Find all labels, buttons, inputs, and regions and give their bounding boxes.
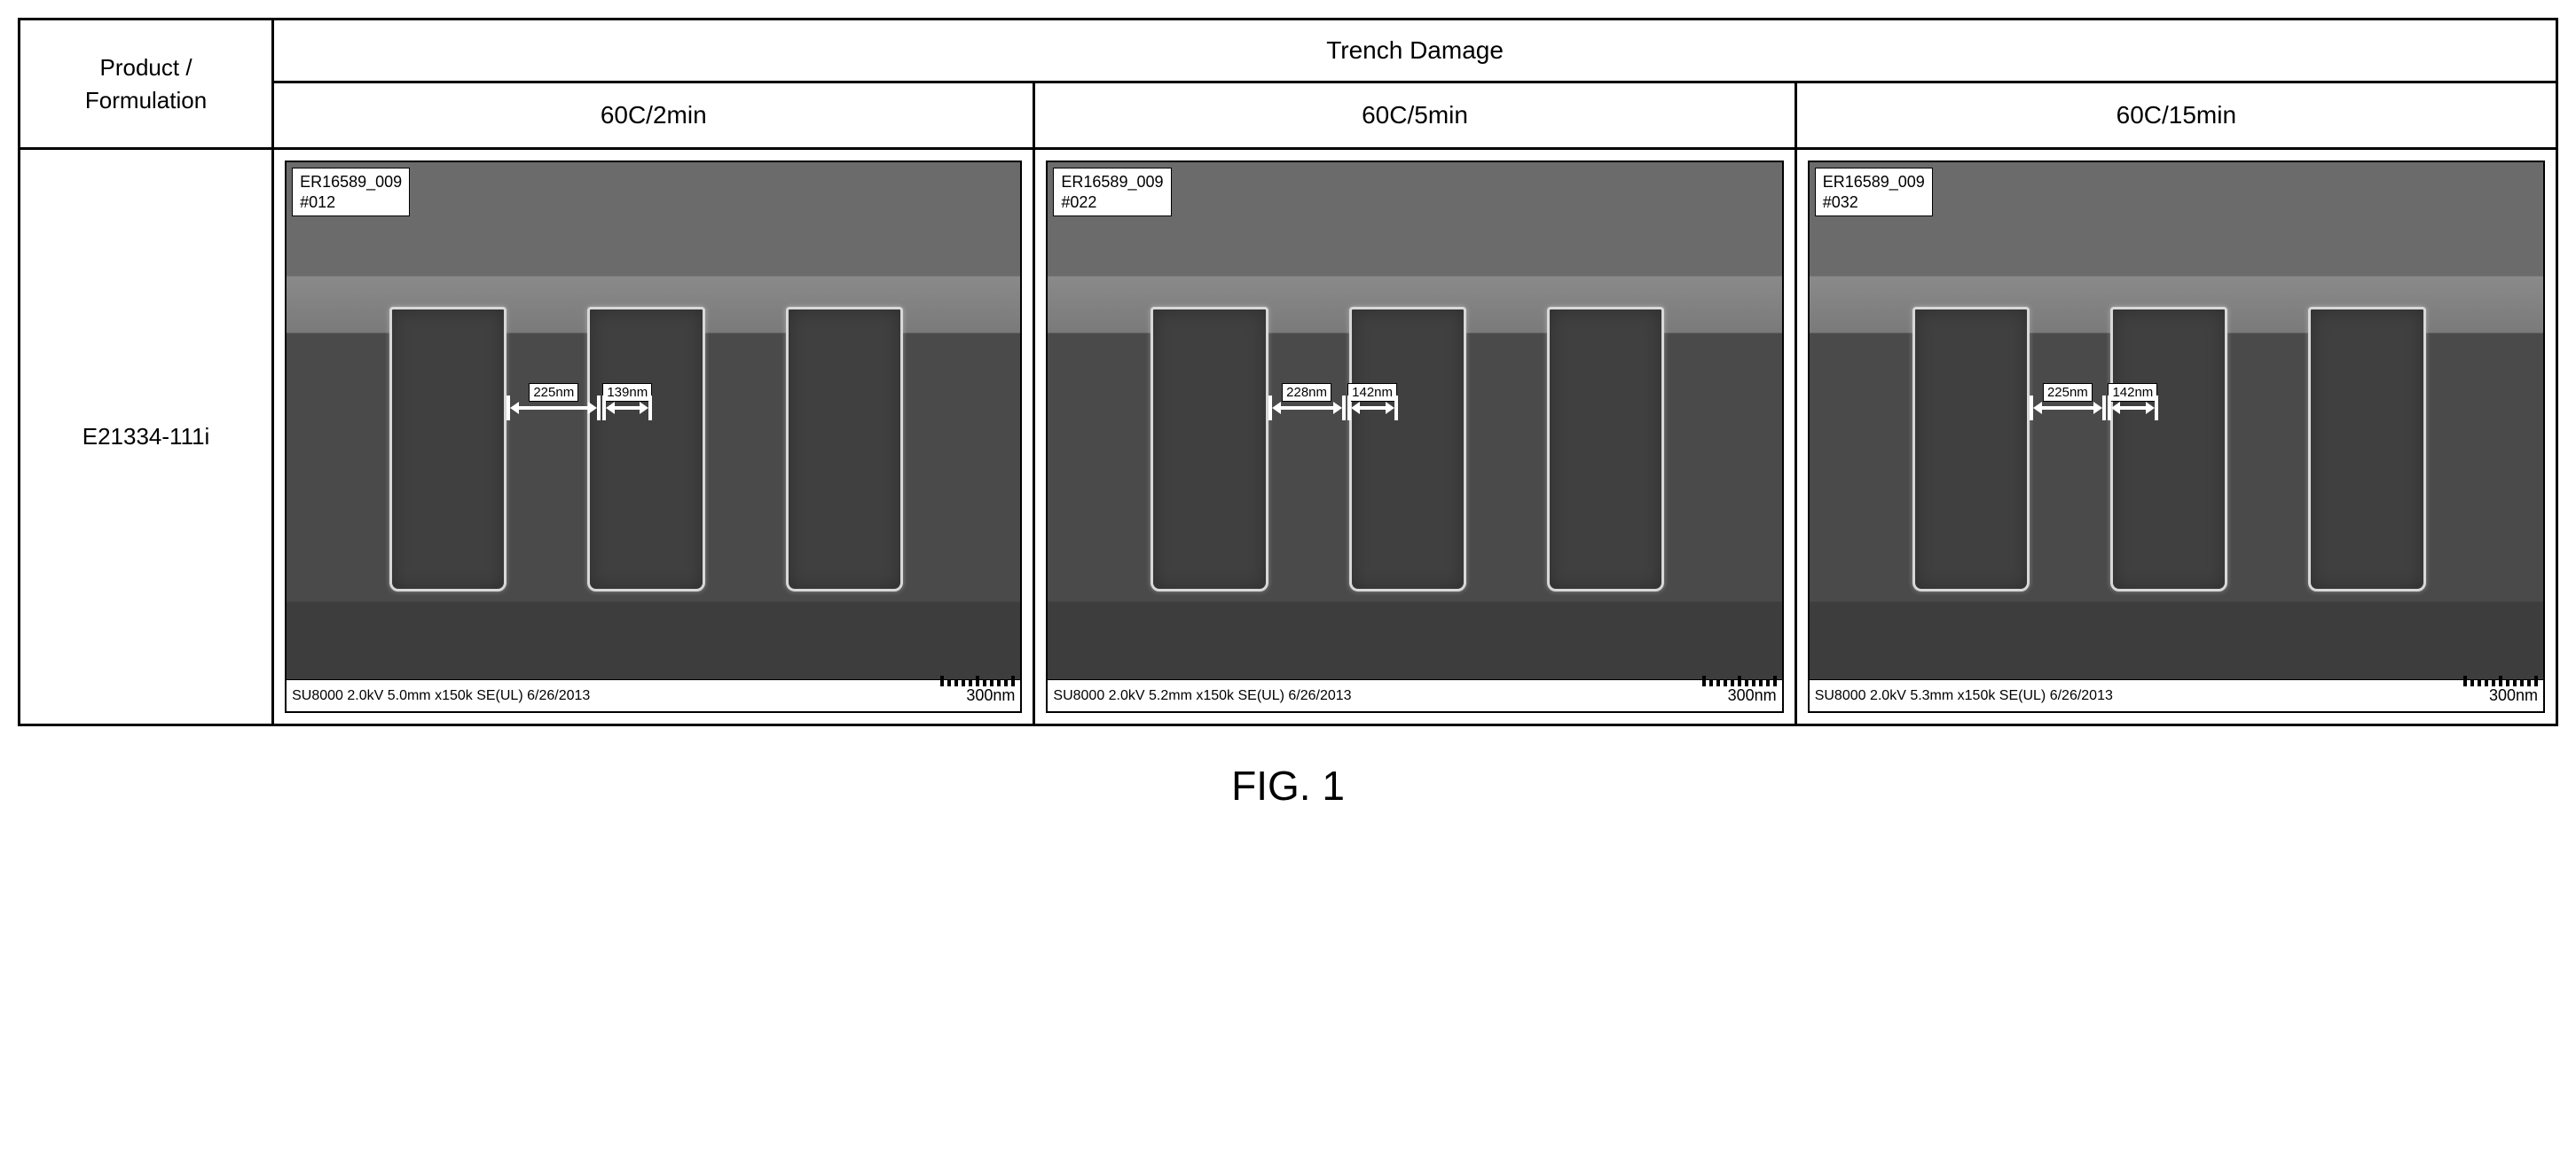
sample-id-text: ER16589_009#012 bbox=[300, 173, 402, 211]
sem-footer-0: SU8000 2.0kV 5.0mm x150k SE(UL) 6/26/201… bbox=[287, 679, 1020, 711]
header-condition-2-text: 60C/15min bbox=[2117, 101, 2236, 129]
sem-image-area-2: ER16589_009#032 225nm 142nm bbox=[1810, 162, 2543, 679]
figure-caption-text: FIG. 1 bbox=[1231, 763, 1345, 809]
header-condition-0-text: 60C/2min bbox=[601, 101, 707, 129]
sem-cell-1: ER16589_009#022 228nm 142nm bbox=[1034, 149, 1795, 725]
scale-text: 300nm bbox=[2489, 686, 2538, 703]
measurement-0-0: 225nm bbox=[507, 383, 601, 412]
sem-footer-text: SU8000 2.0kV 5.0mm x150k SE(UL) 6/26/201… bbox=[292, 688, 590, 704]
scale-ticks-icon bbox=[2463, 678, 2538, 686]
measurement-arrow-icon bbox=[1268, 403, 1346, 412]
measurement-label: 228nm bbox=[1282, 383, 1331, 402]
scale-bar-1: 300nm bbox=[1702, 678, 1777, 703]
measurement-2-1: 142nm bbox=[2108, 383, 2158, 412]
scale-text: 300nm bbox=[1728, 686, 1777, 703]
pillar bbox=[587, 307, 704, 591]
header-condition-1: 60C/5min bbox=[1034, 82, 1795, 149]
sample-id-tag: ER16589_009#022 bbox=[1053, 168, 1171, 216]
pillar bbox=[389, 307, 507, 591]
sample-id-text: ER16589_009#022 bbox=[1061, 173, 1163, 211]
measurement-arrow-icon bbox=[602, 403, 652, 412]
measurement-label: 142nm bbox=[1347, 383, 1397, 402]
measurement-0-1: 139nm bbox=[602, 383, 652, 412]
pillar bbox=[786, 307, 903, 591]
sem-image-2: ER16589_009#032 225nm 142nm bbox=[1808, 161, 2545, 713]
measurement-arrow-icon bbox=[1347, 403, 1398, 412]
pillar bbox=[1912, 307, 2030, 591]
header-condition-1-text: 60C/5min bbox=[1362, 101, 1468, 129]
measurement-label: 225nm bbox=[529, 383, 578, 402]
trench-damage-table: Product /Formulation Trench Damage 60C/2… bbox=[18, 18, 2558, 726]
sem-cell-0: ER16589_009#012 225nm 139nm bbox=[273, 149, 1034, 725]
header-trench-damage: Trench Damage bbox=[273, 20, 2557, 82]
pillar bbox=[1547, 307, 1664, 591]
row-label: E21334-111i bbox=[20, 149, 273, 725]
sem-footer-text: SU8000 2.0kV 5.2mm x150k SE(UL) 6/26/201… bbox=[1053, 688, 1351, 704]
scale-bar-0: 300nm bbox=[940, 678, 1015, 703]
sem-footer-text: SU8000 2.0kV 5.3mm x150k SE(UL) 6/26/201… bbox=[1815, 688, 2113, 704]
header-condition-0: 60C/2min bbox=[273, 82, 1034, 149]
measurement-arrow-icon bbox=[2108, 403, 2158, 412]
row-label-text: E21334-111i bbox=[82, 423, 210, 450]
measurement-label: 225nm bbox=[2043, 383, 2093, 402]
sem-image-1: ER16589_009#022 228nm 142nm bbox=[1046, 161, 1783, 713]
measurement-2-0: 225nm bbox=[2030, 383, 2106, 412]
measurement-1-1: 142nm bbox=[1347, 383, 1398, 412]
measurement-group-2: 225nm 142nm bbox=[2030, 380, 2158, 415]
measurement-1-0: 228nm bbox=[1268, 383, 1346, 412]
sem-image-area-0: ER16589_009#012 225nm 139nm bbox=[287, 162, 1020, 679]
header-trench-text: Trench Damage bbox=[1326, 36, 1504, 64]
measurement-arrow-icon bbox=[2030, 403, 2106, 412]
measurement-label: 139nm bbox=[602, 383, 652, 402]
measurement-group-1: 228nm 142nm bbox=[1268, 380, 1398, 415]
header-formulation: Product /Formulation bbox=[20, 20, 273, 149]
sample-id-text: ER16589_009#032 bbox=[1823, 173, 1925, 211]
pillar bbox=[2110, 307, 2227, 591]
scale-bar-2: 300nm bbox=[2463, 678, 2538, 703]
sample-id-tag: ER16589_009#032 bbox=[1815, 168, 1933, 216]
measurement-arrow-icon bbox=[507, 403, 601, 412]
header-formulation-text: Product /Formulation bbox=[85, 54, 207, 113]
header-condition-2: 60C/15min bbox=[1795, 82, 2556, 149]
sem-footer-1: SU8000 2.0kV 5.2mm x150k SE(UL) 6/26/201… bbox=[1048, 679, 1781, 711]
pillar bbox=[2308, 307, 2425, 591]
scale-text: 300nm bbox=[966, 686, 1015, 703]
sample-id-tag: ER16589_009#012 bbox=[292, 168, 410, 216]
sem-image-0: ER16589_009#012 225nm 139nm bbox=[285, 161, 1022, 713]
pillar bbox=[1151, 307, 1268, 591]
measurement-group-0: 225nm 139nm bbox=[507, 380, 652, 415]
scale-ticks-icon bbox=[940, 678, 1015, 686]
pillar bbox=[1349, 307, 1466, 591]
sem-image-area-1: ER16589_009#022 228nm 142nm bbox=[1048, 162, 1781, 679]
figure-caption: FIG. 1 bbox=[1231, 762, 1345, 810]
measurement-label: 142nm bbox=[2108, 383, 2157, 402]
scale-ticks-icon bbox=[1702, 678, 1777, 686]
sem-footer-2: SU8000 2.0kV 5.3mm x150k SE(UL) 6/26/201… bbox=[1810, 679, 2543, 711]
sem-cell-2: ER16589_009#032 225nm 142nm bbox=[1795, 149, 2556, 725]
